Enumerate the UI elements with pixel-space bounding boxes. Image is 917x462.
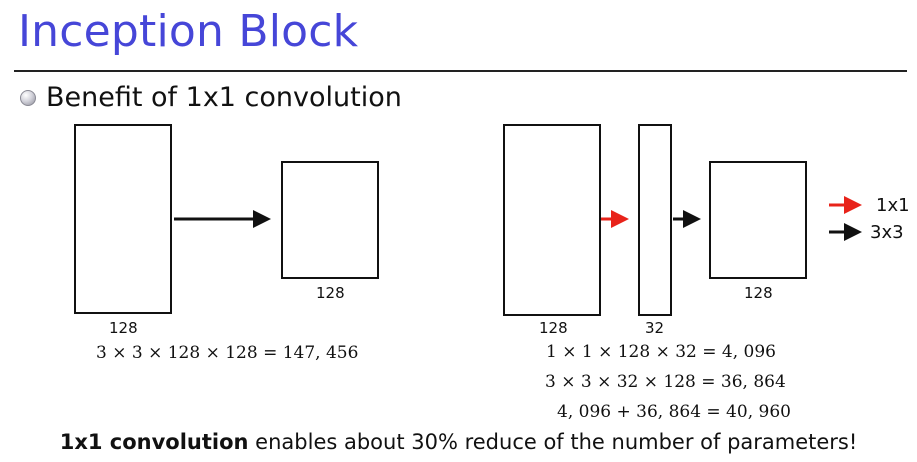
equation-1x1: 1 × 1 × 128 × 32 = 4, 096 (546, 342, 776, 362)
legend-label-1x1: 1x1 (876, 195, 910, 216)
bullet-icon (20, 89, 36, 106)
right-output-block (709, 161, 807, 279)
bullet-text: Benefit of 1x1 convolution (46, 82, 402, 113)
equation-3x3: 3 × 3 × 32 × 128 = 36, 864 (545, 372, 786, 392)
right-input-label: 128 (539, 319, 568, 337)
conclusion-text: 1x1 convolution enables about 30% reduce… (0, 430, 917, 454)
slide-title: Inception Block (18, 6, 359, 57)
bottleneck-label: 32 (645, 319, 665, 337)
equation-total: 4, 096 + 36, 864 = 40, 960 (557, 402, 791, 422)
left-input-label: 128 (109, 319, 138, 337)
bullet-item: Benefit of 1x1 convolution (20, 82, 402, 113)
left-input-block (74, 124, 172, 314)
left-equation: 3 × 3 × 128 × 128 = 147, 456 (96, 343, 359, 363)
left-output-label: 128 (316, 284, 345, 302)
left-output-block (281, 161, 379, 279)
conclusion-bold: 1x1 convolution (59, 430, 249, 454)
conclusion-rest: enables about 30% reduce of the number o… (248, 430, 858, 454)
bottleneck-block (638, 124, 672, 316)
right-input-block (503, 124, 601, 316)
legend-label-3x3: 3x3 (870, 222, 904, 243)
right-output-label: 128 (744, 284, 773, 302)
title-divider (14, 70, 907, 72)
